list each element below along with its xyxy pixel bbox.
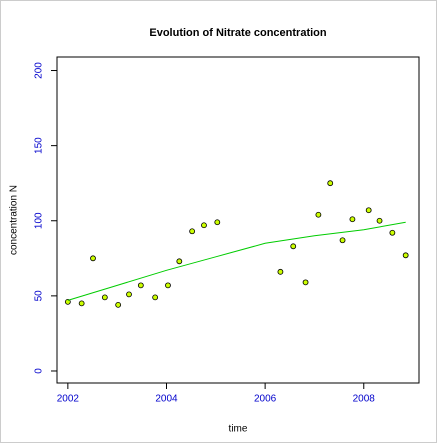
- point: [214, 219, 221, 226]
- point: [176, 258, 183, 265]
- point: [349, 216, 356, 223]
- y-tick-label: 150: [34, 137, 45, 154]
- y-axis-label: concentration N: [9, 185, 20, 255]
- point: [327, 180, 334, 187]
- x-tick-label: 2004: [155, 394, 178, 405]
- point: [189, 228, 196, 235]
- plot-box: [56, 56, 420, 384]
- point: [315, 211, 322, 218]
- y-tick-label: 100: [34, 212, 45, 229]
- x-axis-label: time: [229, 424, 248, 435]
- point: [277, 268, 284, 275]
- chart-title: Evolution of Nitrate concentration: [149, 27, 327, 39]
- point: [201, 222, 207, 229]
- point: [365, 207, 372, 214]
- y-tick-label: 0: [34, 368, 45, 374]
- point: [339, 237, 346, 244]
- x-tick-label: 2002: [57, 394, 80, 405]
- point: [302, 279, 309, 286]
- smooth-line: [67, 221, 406, 301]
- point: [90, 255, 96, 262]
- point: [64, 298, 71, 305]
- point: [126, 291, 132, 298]
- point: [290, 243, 297, 250]
- point: [165, 282, 171, 289]
- point: [152, 294, 159, 301]
- point: [115, 301, 122, 308]
- point: [137, 282, 144, 289]
- x-tick-label: 2006: [254, 394, 277, 405]
- point: [389, 229, 396, 236]
- point: [402, 252, 409, 259]
- y-tick-label: 200: [34, 62, 45, 79]
- x-tick-label: 2008: [353, 394, 376, 405]
- point: [101, 294, 108, 301]
- y-tick-label: 50: [34, 290, 45, 302]
- point: [78, 300, 85, 307]
- point: [376, 217, 383, 224]
